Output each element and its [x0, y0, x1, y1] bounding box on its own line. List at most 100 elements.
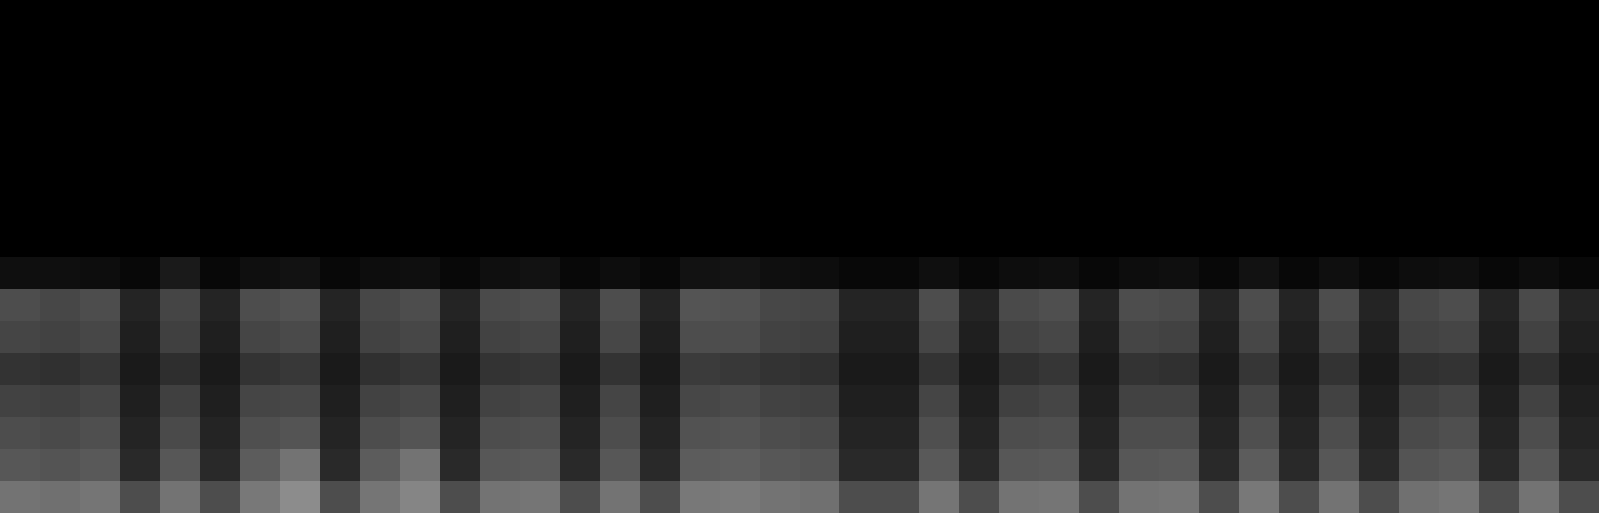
cell — [1319, 481, 1359, 513]
cell — [520, 321, 560, 354]
cell — [1559, 385, 1599, 418]
cell — [200, 385, 240, 418]
cell — [919, 385, 959, 418]
cell — [1559, 321, 1599, 354]
cell — [240, 481, 280, 513]
cell — [999, 353, 1039, 386]
cell — [600, 481, 640, 513]
cell — [839, 289, 879, 322]
cell — [1039, 257, 1079, 290]
cell — [1399, 449, 1439, 482]
cell — [400, 417, 440, 450]
cell — [919, 417, 959, 450]
cell — [240, 289, 280, 322]
cell — [1359, 481, 1399, 513]
cell — [1359, 353, 1399, 386]
cell — [1359, 449, 1399, 482]
cell — [1159, 385, 1199, 418]
cell — [360, 417, 400, 450]
cell — [1159, 417, 1199, 450]
cell — [160, 481, 200, 513]
cell — [1159, 257, 1199, 290]
cell — [680, 385, 720, 418]
cell — [1319, 321, 1359, 354]
cell — [1359, 257, 1399, 290]
cell — [800, 257, 840, 290]
cell — [160, 385, 200, 418]
cell — [800, 481, 840, 513]
cell — [839, 481, 879, 513]
cell — [1119, 353, 1159, 386]
cell — [320, 481, 360, 513]
cell — [120, 353, 160, 386]
cell — [1519, 417, 1559, 450]
cell — [1159, 289, 1199, 322]
cell — [800, 449, 840, 482]
cell — [520, 481, 560, 513]
cell — [1119, 481, 1159, 513]
cell — [1079, 289, 1119, 322]
cell — [600, 417, 640, 450]
cell — [1439, 385, 1479, 418]
cell — [1199, 321, 1239, 354]
cell — [480, 385, 520, 418]
cell — [160, 289, 200, 322]
cell — [879, 289, 919, 322]
cell — [1519, 353, 1559, 386]
cell — [360, 257, 400, 290]
cell — [440, 449, 480, 482]
cell — [1559, 257, 1599, 290]
cell — [1039, 449, 1079, 482]
cell — [1199, 385, 1239, 418]
cell — [959, 321, 999, 354]
cell — [160, 321, 200, 354]
cell — [1159, 449, 1199, 482]
cell — [1479, 449, 1519, 482]
cell — [1359, 385, 1399, 418]
cell — [600, 257, 640, 290]
cell — [320, 257, 360, 290]
cell — [720, 353, 760, 386]
cell — [560, 321, 600, 354]
cell — [760, 353, 800, 386]
cell — [0, 417, 40, 450]
cell — [1279, 353, 1319, 386]
cell — [320, 417, 360, 450]
cell — [959, 385, 999, 418]
cell — [1439, 449, 1479, 482]
cell — [760, 449, 800, 482]
cell — [680, 257, 720, 290]
cell — [720, 481, 760, 513]
cell — [760, 257, 800, 290]
cell — [1519, 321, 1559, 354]
cell — [680, 289, 720, 322]
cell — [320, 289, 360, 322]
cell — [440, 321, 480, 354]
cell — [800, 417, 840, 450]
cell — [1519, 481, 1559, 513]
cell — [919, 321, 959, 354]
cell — [80, 257, 120, 290]
cell — [1439, 257, 1479, 290]
cell — [320, 385, 360, 418]
cell — [1159, 481, 1199, 513]
cell — [1199, 449, 1239, 482]
cell — [40, 353, 80, 386]
cell — [760, 321, 800, 354]
cell — [839, 321, 879, 354]
cell — [1279, 417, 1319, 450]
cell — [520, 449, 560, 482]
cell — [640, 257, 680, 290]
cell — [879, 417, 919, 450]
cell — [1319, 289, 1359, 322]
cell — [1239, 321, 1279, 354]
cell — [1479, 289, 1519, 322]
cell — [120, 385, 160, 418]
cell — [1239, 449, 1279, 482]
cell — [40, 417, 80, 450]
cell — [1159, 321, 1199, 354]
cell — [280, 321, 320, 354]
cell — [120, 321, 160, 354]
cell — [400, 257, 440, 290]
cell — [1399, 289, 1439, 322]
